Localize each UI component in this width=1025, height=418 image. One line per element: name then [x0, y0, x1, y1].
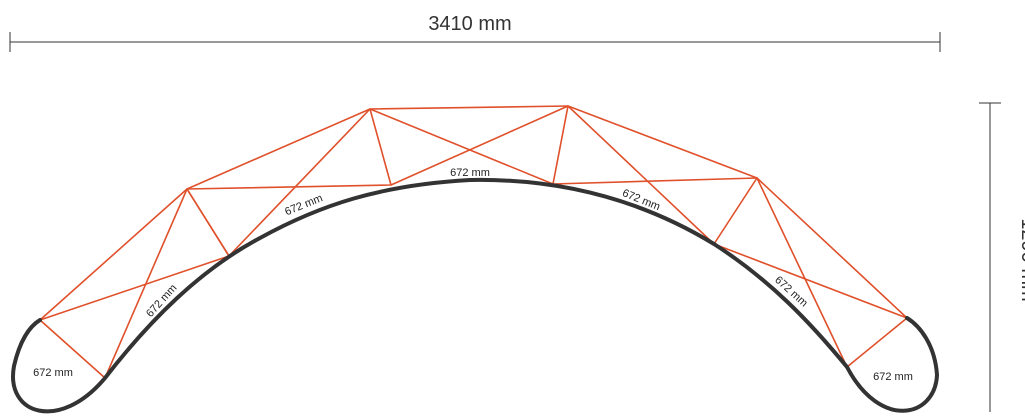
truss-diagonal-3	[390, 105, 569, 186]
truss-top-chord	[39, 105, 908, 321]
height-dimension	[979, 102, 1001, 412]
width-dimension-label: 3410 mm	[428, 13, 511, 35]
truss-diagonal-2	[228, 108, 371, 257]
truss-diagonal-7	[186, 188, 230, 257]
width-dimension	[9, 32, 941, 52]
segment-label-right-end: 672 mm	[873, 371, 913, 383]
truss-diagonal-1	[104, 188, 188, 379]
segment-label-center: 672 mm	[450, 167, 490, 179]
truss-lower-chord	[39, 105, 908, 368]
truss-diagonal-5	[713, 243, 908, 319]
truss-diagonal-6	[39, 319, 106, 379]
truss-diagonal-4	[552, 177, 758, 185]
arch-profile	[11, 177, 940, 414]
height-dimension-label: 1290 mm	[1017, 218, 1025, 301]
segment-label-left-end: 672 mm	[33, 367, 73, 379]
truss-members	[39, 105, 908, 379]
